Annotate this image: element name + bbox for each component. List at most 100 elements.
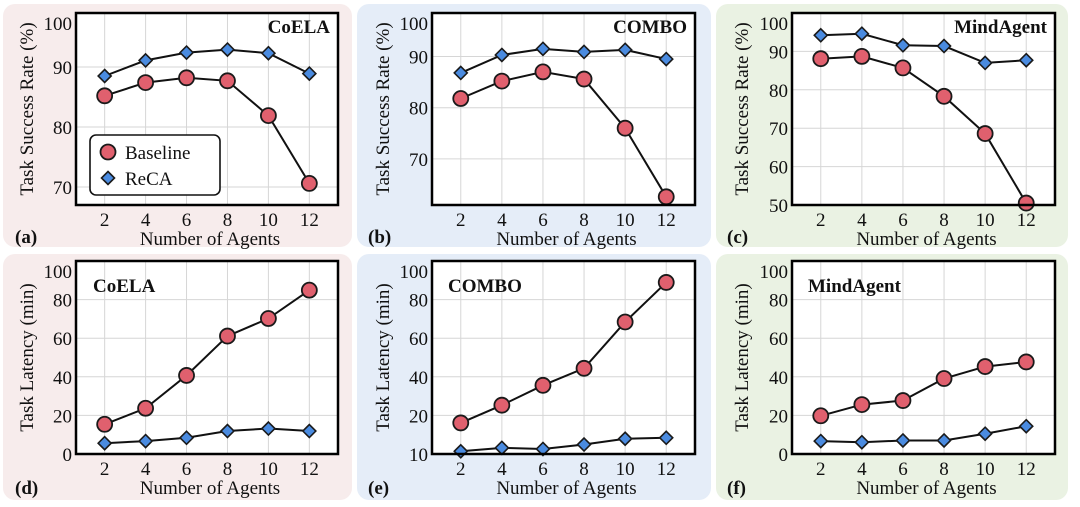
chart-title: CoELA bbox=[268, 17, 331, 38]
plot-area bbox=[76, 261, 338, 454]
x-tick-label: 2 bbox=[816, 210, 826, 231]
y-tick-label: 80 bbox=[409, 99, 428, 120]
reca-point bbox=[658, 430, 674, 446]
y-tick-label: 70 bbox=[409, 150, 428, 171]
baseline-point bbox=[616, 119, 634, 137]
baseline-point bbox=[894, 392, 912, 409]
chart-title: COMBO bbox=[448, 276, 522, 297]
baseline-point bbox=[853, 396, 871, 413]
reca-point bbox=[576, 436, 592, 453]
reca-point bbox=[977, 55, 993, 71]
reca-point bbox=[535, 41, 551, 57]
baseline-point bbox=[137, 399, 154, 417]
reca-point bbox=[301, 423, 317, 439]
plot-frame bbox=[790, 259, 1057, 456]
baseline-point bbox=[493, 72, 511, 90]
baseline-point bbox=[812, 50, 830, 68]
baseline-point bbox=[935, 87, 953, 105]
y-tick-label: 60 bbox=[769, 329, 788, 350]
baseline-point bbox=[260, 310, 277, 327]
reca-point bbox=[178, 44, 195, 61]
panel-label: (a) bbox=[15, 227, 37, 248]
plot-area bbox=[432, 261, 695, 454]
y-axis-label: Task Latency (min) bbox=[373, 283, 394, 432]
reca-point bbox=[617, 431, 633, 447]
reca-point bbox=[301, 65, 317, 82]
y-tick-label: 90 bbox=[409, 48, 428, 69]
plot-frame bbox=[74, 11, 340, 207]
x-axis-label: Number of Agents bbox=[140, 229, 280, 250]
y-axis-label: Task Success Rate (%) bbox=[732, 22, 753, 195]
y-tick-label: 50 bbox=[769, 196, 788, 217]
legend: Baseline ReCA bbox=[89, 134, 221, 196]
y-tick-label: 20 bbox=[409, 406, 428, 427]
y-tick-label: 40 bbox=[53, 368, 72, 389]
baseline-point bbox=[1017, 353, 1035, 371]
legend-baseline-label: Baseline bbox=[125, 143, 190, 164]
x-tick-label: 6 bbox=[538, 459, 548, 480]
reca-point bbox=[97, 68, 113, 84]
y-tick-label: 90 bbox=[53, 58, 72, 79]
plot-area bbox=[432, 13, 695, 205]
chart-title: CoELA bbox=[93, 276, 156, 297]
y-axis-label: Task Success Rate (%) bbox=[373, 22, 394, 195]
baseline-point bbox=[976, 358, 994, 375]
x-tick-label: 8 bbox=[579, 210, 589, 231]
y-tick-label: 80 bbox=[409, 291, 428, 312]
baseline-point bbox=[452, 414, 470, 432]
y-tick-label: 100 bbox=[400, 262, 429, 283]
baseline-point bbox=[976, 125, 994, 142]
x-tick-label: 8 bbox=[223, 210, 233, 231]
legend-reca-label: ReCA bbox=[125, 169, 173, 190]
y-tick-label: 10 bbox=[409, 445, 428, 466]
x-tick-label: 10 bbox=[259, 210, 278, 231]
y-tick-label: 70 bbox=[53, 178, 72, 199]
legend-baseline-marker bbox=[99, 143, 117, 161]
x-axis-label: Number of Agents bbox=[496, 229, 636, 250]
panel-label: (f) bbox=[727, 478, 746, 499]
reca-point bbox=[1018, 52, 1034, 68]
plot-frame bbox=[74, 259, 340, 456]
x-tick-label: 2 bbox=[816, 459, 826, 480]
baseline-point bbox=[260, 107, 277, 124]
reca-point bbox=[494, 47, 510, 63]
baseline-point bbox=[96, 415, 114, 433]
y-tick-label: 60 bbox=[53, 329, 72, 350]
baseline-point bbox=[894, 59, 912, 77]
baseline-point bbox=[493, 396, 511, 414]
baseline-point bbox=[96, 87, 114, 105]
baseline-point bbox=[1017, 194, 1035, 212]
baseline-point bbox=[300, 281, 318, 299]
x-tick-label: 6 bbox=[898, 459, 908, 480]
reca-point bbox=[895, 37, 911, 53]
chart-panel-f: 2 4 6 8 10 12 0 20 40 60 80 100 Number of Agents Task… bbox=[727, 259, 1057, 499]
reca-point bbox=[977, 426, 993, 442]
x-tick-label: 8 bbox=[579, 459, 589, 480]
x-tick-label: 2 bbox=[456, 459, 466, 480]
reca-point bbox=[137, 52, 154, 69]
y-tick-label: 100 bbox=[44, 262, 73, 283]
baseline-point bbox=[616, 313, 634, 331]
baseline-point bbox=[812, 407, 830, 425]
series-line-reca bbox=[460, 47, 667, 74]
x-tick-label: 2 bbox=[100, 459, 110, 480]
x-tick-label: 4 bbox=[141, 459, 151, 480]
y-tick-label: 0 bbox=[779, 445, 789, 466]
x-tick-label: 12 bbox=[300, 210, 319, 231]
plot-frame bbox=[430, 11, 697, 207]
y-tick-label: 80 bbox=[53, 118, 72, 139]
plot-area bbox=[792, 261, 1055, 454]
reca-point bbox=[936, 38, 952, 54]
x-tick-label: 6 bbox=[898, 210, 908, 231]
x-tick-label: 6 bbox=[182, 459, 192, 480]
x-tick-label: 12 bbox=[1017, 459, 1036, 480]
chart-title: MindAgent bbox=[954, 17, 1048, 38]
chart-title: COMBO bbox=[613, 17, 687, 38]
reca-point bbox=[260, 420, 277, 437]
chart-title: MindAgent bbox=[808, 276, 902, 297]
reca-point bbox=[854, 434, 870, 450]
y-tick-label: 80 bbox=[53, 291, 72, 312]
baseline-point bbox=[657, 274, 675, 291]
reca-point bbox=[936, 432, 952, 449]
